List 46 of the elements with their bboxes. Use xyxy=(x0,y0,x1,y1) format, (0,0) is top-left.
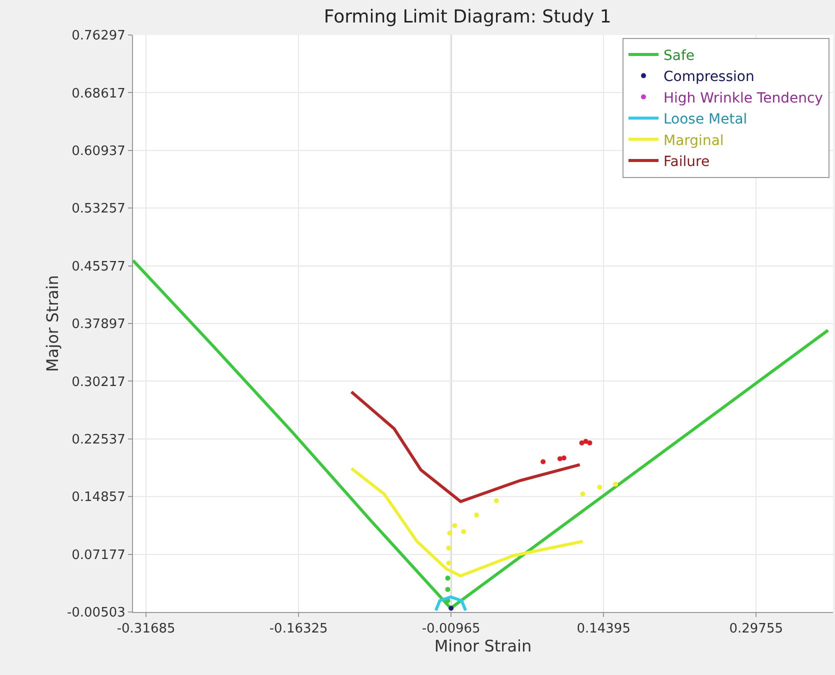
x-axis-title: Minor Strain xyxy=(434,636,532,656)
legend-label: Compression xyxy=(664,69,754,86)
point xyxy=(540,459,546,464)
y-tick-label: 0.60937 xyxy=(72,144,126,159)
point xyxy=(597,484,602,490)
point xyxy=(583,438,588,444)
point xyxy=(461,529,466,534)
point xyxy=(474,512,480,518)
y-tick-label: 0.22537 xyxy=(72,432,126,448)
y-tick-label: 0.76297 xyxy=(72,28,126,44)
x-tick-label: 0.14395 xyxy=(576,622,630,637)
y-tick-label: 0.07177 xyxy=(72,548,126,563)
line-series xyxy=(133,258,830,610)
line-series xyxy=(350,390,582,504)
x-tick-label: -0.16325 xyxy=(269,622,328,637)
point xyxy=(452,523,458,528)
y-tick-label: 0.68617 xyxy=(72,86,126,102)
point xyxy=(561,455,566,460)
point xyxy=(448,606,454,611)
point xyxy=(580,492,586,497)
legend-label: Safe xyxy=(664,48,695,64)
y-tick-label: -0.00503 xyxy=(66,606,126,621)
point xyxy=(447,530,452,536)
y-tick-label: 0.45577 xyxy=(72,259,126,274)
point xyxy=(494,498,499,504)
legend-label: Marginal xyxy=(664,132,724,149)
legend-label: Failure xyxy=(664,154,710,170)
point xyxy=(446,546,452,551)
legend-label: High Wrinkle Tendency xyxy=(664,90,823,106)
point xyxy=(445,576,450,581)
x-tick-label: -0.31685 xyxy=(116,622,176,637)
y-tick-label: 0.53257 xyxy=(72,202,126,217)
point xyxy=(579,440,584,446)
y-tick-label: 0.30217 xyxy=(72,374,126,390)
point xyxy=(587,440,592,446)
x-tick-label: 0.29755 xyxy=(729,622,783,637)
point xyxy=(446,560,452,566)
point xyxy=(613,482,618,487)
x-tick-label: -0.00965 xyxy=(422,622,480,637)
chart-title: Forming Limit Diagram: Study 1 xyxy=(324,6,612,28)
line-series xyxy=(350,466,584,578)
y-axis-title: Major Strain xyxy=(42,275,62,372)
y-tick-label: 0.14857 xyxy=(72,490,126,506)
point xyxy=(445,586,450,592)
legend-label: Loose Metal xyxy=(664,112,748,128)
y-tick-label: 0.37897 xyxy=(72,317,126,332)
